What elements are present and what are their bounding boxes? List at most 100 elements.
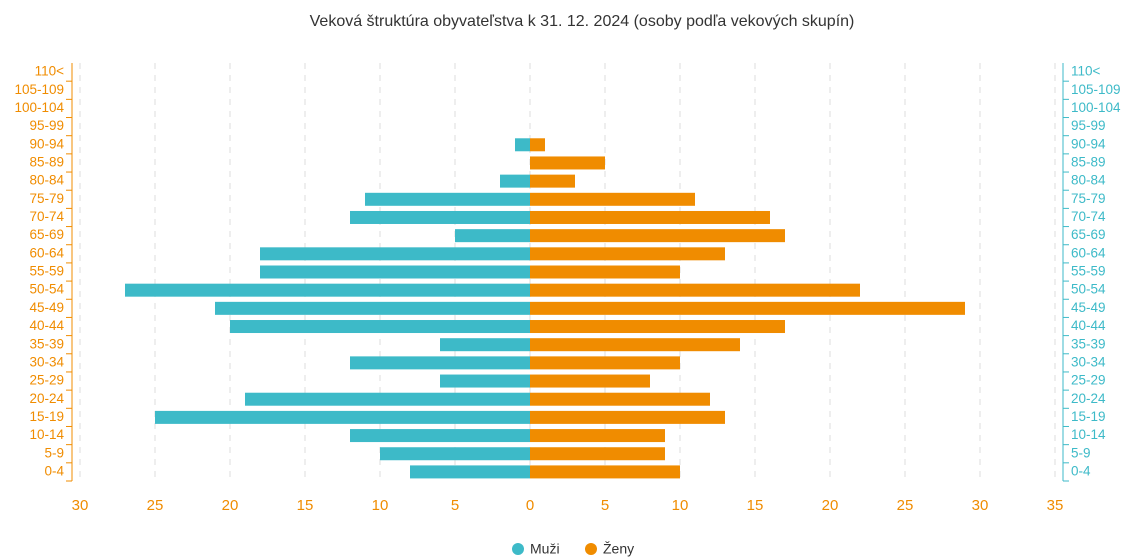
bar [530,138,545,152]
x-tick-label: 35 [1047,497,1064,514]
y-tick-label: 20-24 [29,391,64,406]
x-tick-label: 10 [372,497,389,514]
y-tick-label-right: 60-64 [1071,245,1106,260]
y-tick-label: 95-99 [29,118,64,133]
x-tick-label: 25 [897,497,914,514]
bar [530,210,770,224]
bar [530,174,575,188]
y-tick-label-right: 70-74 [1071,209,1106,224]
bar [230,320,530,334]
x-tick-label: 30 [972,497,989,514]
bar [350,429,530,443]
bar [530,429,665,443]
bar [215,301,530,315]
y-tick-label-right: 35-39 [1071,336,1106,351]
bar [350,356,530,370]
x-tick-label: 5 [451,497,459,514]
x-tick-label: 0 [526,497,534,514]
y-tick-label-right: 90-94 [1071,136,1106,151]
y-tick-label: 105-109 [14,82,64,97]
y-tick-label: 0-4 [44,463,64,478]
y-tick-label: 25-29 [29,373,64,388]
y-tick-label-right: 75-79 [1071,191,1106,206]
x-tick-label: 10 [672,497,689,514]
y-tick-label: 60-64 [29,245,64,260]
y-tick-label: 15-19 [29,409,64,424]
bar [500,174,530,188]
bar [380,447,530,461]
bar [155,410,530,424]
y-tick-label-right: 30-34 [1071,354,1106,369]
bar [530,392,710,406]
y-tick-label: 70-74 [29,209,64,224]
bar [350,210,530,224]
bar [260,265,530,279]
bar [530,320,785,334]
bar [440,374,530,388]
y-tick-label: 50-54 [29,282,64,297]
legend-label: Ženy [603,541,634,557]
x-tick-label: 30 [72,497,89,514]
bar [440,338,530,352]
bar [365,192,530,206]
legend-marker [512,543,524,555]
y-tick-label: 100-104 [14,100,64,115]
y-tick-label-right: 40-44 [1071,318,1106,333]
bar [455,229,530,243]
bar [530,247,725,261]
y-tick-label-right: 100-104 [1071,100,1121,115]
y-tick-label: 65-69 [29,227,64,242]
y-tick-label-right: 65-69 [1071,227,1106,242]
x-tick-label: 25 [147,497,164,514]
y-tick-label-right: 50-54 [1071,282,1106,297]
y-tick-label-right: 110< [1071,64,1101,79]
y-tick-label: 55-59 [29,264,64,279]
bar [530,229,785,243]
y-tick-label-right: 105-109 [1071,82,1121,97]
y-tick-label-right: 0-4 [1071,463,1091,478]
y-tick-label: 80-84 [29,173,64,188]
y-tick-label: 40-44 [29,318,64,333]
bar [530,374,650,388]
bar [530,265,680,279]
bar [530,465,680,479]
bar [530,356,680,370]
y-tick-label: 35-39 [29,336,64,351]
legend-marker [585,543,597,555]
y-tick-label-right: 15-19 [1071,409,1106,424]
y-tick-label: 5-9 [44,445,64,460]
y-tick-label-right: 80-84 [1071,173,1106,188]
y-tick-label-right: 95-99 [1071,118,1106,133]
bar [530,338,740,352]
legend-label: Muži [530,541,560,557]
bar [530,447,665,461]
bar [530,410,725,424]
y-tick-label: 45-49 [29,300,64,315]
y-tick-label-right: 25-29 [1071,373,1106,388]
bar [530,301,965,315]
bar [260,247,530,261]
bar [530,156,605,170]
x-tick-label: 15 [297,497,314,514]
bar [515,138,530,152]
y-tick-label: 90-94 [29,136,64,151]
y-tick-label: 85-89 [29,155,64,170]
x-tick-label: 15 [747,497,764,514]
x-tick-label: 20 [822,497,839,514]
y-tick-label-right: 45-49 [1071,300,1106,315]
y-tick-label-right: 85-89 [1071,155,1106,170]
bar [530,283,860,297]
y-tick-label: 10-14 [29,427,64,442]
bar [125,283,530,297]
x-tick-label: 5 [601,497,609,514]
y-tick-label: 110< [35,64,65,79]
bar [410,465,530,479]
y-tick-label-right: 20-24 [1071,391,1106,406]
y-tick-label: 30-34 [29,354,64,369]
chart-title: Veková štruktúra obyvateľstva k 31. 12. … [310,13,855,30]
bar [530,192,695,206]
y-tick-label: 75-79 [29,191,64,206]
y-tick-label-right: 10-14 [1071,427,1106,442]
y-tick-label-right: 5-9 [1071,445,1091,460]
